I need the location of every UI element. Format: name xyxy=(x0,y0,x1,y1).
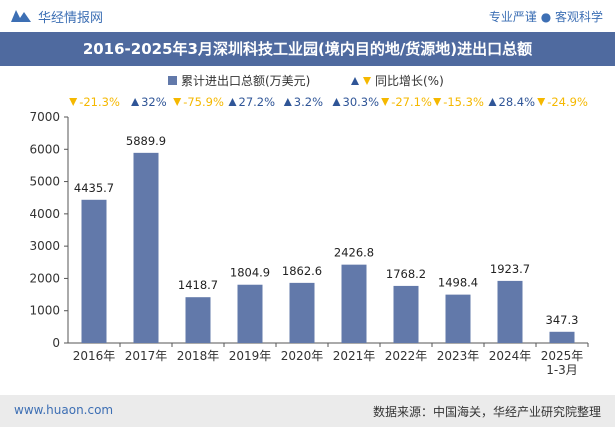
y-tick-label: 2000 xyxy=(29,271,60,285)
growth-value-label: -27.1% xyxy=(391,95,432,109)
growth-value-label: 32% xyxy=(141,95,167,109)
bar xyxy=(445,294,471,343)
growth-value-label: 3.2% xyxy=(294,95,323,109)
bar-value-label: 1923.7 xyxy=(490,262,530,276)
x-tick-label: 2017年 xyxy=(125,349,168,363)
y-tick-label: 0 xyxy=(52,336,60,350)
growth-down-triangle-icon xyxy=(537,98,546,106)
growth-up-triangle-icon xyxy=(131,98,140,106)
growth-value-label: -75.9% xyxy=(183,95,224,109)
bar xyxy=(185,297,211,343)
bar-value-label: 1862.6 xyxy=(282,264,322,278)
bar-value-label: 1804.9 xyxy=(230,266,270,280)
bar-value-label: 1418.7 xyxy=(178,278,218,292)
x-tick-label: 2016年 xyxy=(73,349,116,363)
bar xyxy=(237,284,263,343)
x-tick-label: 2018年 xyxy=(177,349,220,363)
bar-value-label: 347.3 xyxy=(546,313,579,327)
title-bar: 2016-2025年3月深圳科技工业园(境内目的地/货源地)进出口总额 xyxy=(0,32,615,66)
bar-chart: 0 1000 2000 3000 4000 5000 6000 7000 2016年 2017年 2… xyxy=(29,95,589,377)
y-tick-label: 7000 xyxy=(29,110,60,124)
footer-bar: www.huaon.com 数据来源：中国海关，华经产业研究院整理 xyxy=(0,395,615,427)
bar-value-label: 5889.9 xyxy=(126,134,166,148)
growth-value-label: 28.4% xyxy=(499,95,536,109)
growth-up-triangle-icon xyxy=(283,98,292,106)
label-layer: 4435.7 -21.3% 5889.9 32% 1418.7 -75.9% 1804.9 2… xyxy=(69,95,588,327)
x-tick-label: 2022年 xyxy=(385,349,428,363)
bar xyxy=(341,264,367,343)
axis-layer: 0 1000 2000 3000 4000 5000 6000 7000 2016年 2017年 2… xyxy=(29,110,589,377)
bar-value-label: 1498.4 xyxy=(438,276,478,290)
growth-value-label: -24.9% xyxy=(547,95,588,109)
chart-title: 2016-2025年3月深圳科技工业园(境内目的地/货源地)进出口总额 xyxy=(82,40,533,58)
data-source: 数据来源：中国海关，华经产业研究院整理 xyxy=(372,405,601,419)
y-tick-label: 4000 xyxy=(29,207,60,221)
bar xyxy=(289,282,315,343)
slogan: 专业严谨 ● 客观科学 xyxy=(488,10,603,24)
bar-value-label: 1768.2 xyxy=(386,267,426,281)
brand-name: 华经情报网 xyxy=(38,11,104,26)
y-tick-label: 5000 xyxy=(29,175,60,189)
site-url: www.huaon.com xyxy=(14,403,114,417)
legend-bar-label: 累计进出口总额(万美元) xyxy=(181,74,311,88)
legend-bar-swatch xyxy=(168,76,177,85)
x-tick-label: 2023年 xyxy=(437,349,480,363)
brand-logo-icon xyxy=(11,10,31,22)
growth-value-label: 27.2% xyxy=(239,95,276,109)
y-tick-label: 6000 xyxy=(29,142,60,156)
x-tick-label: 2024年 xyxy=(489,349,532,363)
growth-up-triangle-icon xyxy=(488,98,497,106)
growth-down-triangle-icon xyxy=(381,98,390,106)
x-tick-label: 2020年 xyxy=(281,349,324,363)
bar xyxy=(133,152,159,343)
bar xyxy=(497,280,523,343)
bar xyxy=(393,285,419,343)
chart-legend: 累计进出口总额(万美元) 同比增长(%) xyxy=(0,70,615,94)
growth-down-triangle-icon xyxy=(433,98,442,106)
legend-triangle-icon xyxy=(351,77,371,85)
y-tick-label: 3000 xyxy=(29,239,60,253)
bar-layer xyxy=(81,152,575,343)
x-tick-label: 2021年 xyxy=(333,349,376,363)
legend-growth-label: 同比增长(%) xyxy=(375,74,444,88)
top-bar: 华经情报网 专业严谨 ● 客观科学 xyxy=(0,0,615,32)
growth-value-label: -21.3% xyxy=(79,95,120,109)
bar xyxy=(549,331,575,343)
y-tick-label: 1000 xyxy=(29,304,60,318)
bar-value-label: 4435.7 xyxy=(74,181,114,195)
growth-value-label: -15.3% xyxy=(443,95,484,109)
x-tick-label: 2019年 xyxy=(229,349,272,363)
growth-up-triangle-icon xyxy=(228,98,237,106)
bar-value-label: 2426.8 xyxy=(334,246,374,260)
growth-down-triangle-icon xyxy=(69,98,78,106)
x-tick-label: 2025年 1-3月 xyxy=(541,349,584,377)
bar xyxy=(81,199,107,343)
growth-down-triangle-icon xyxy=(173,98,182,106)
growth-up-triangle-icon xyxy=(332,98,341,106)
growth-value-label: 30.3% xyxy=(343,95,380,109)
